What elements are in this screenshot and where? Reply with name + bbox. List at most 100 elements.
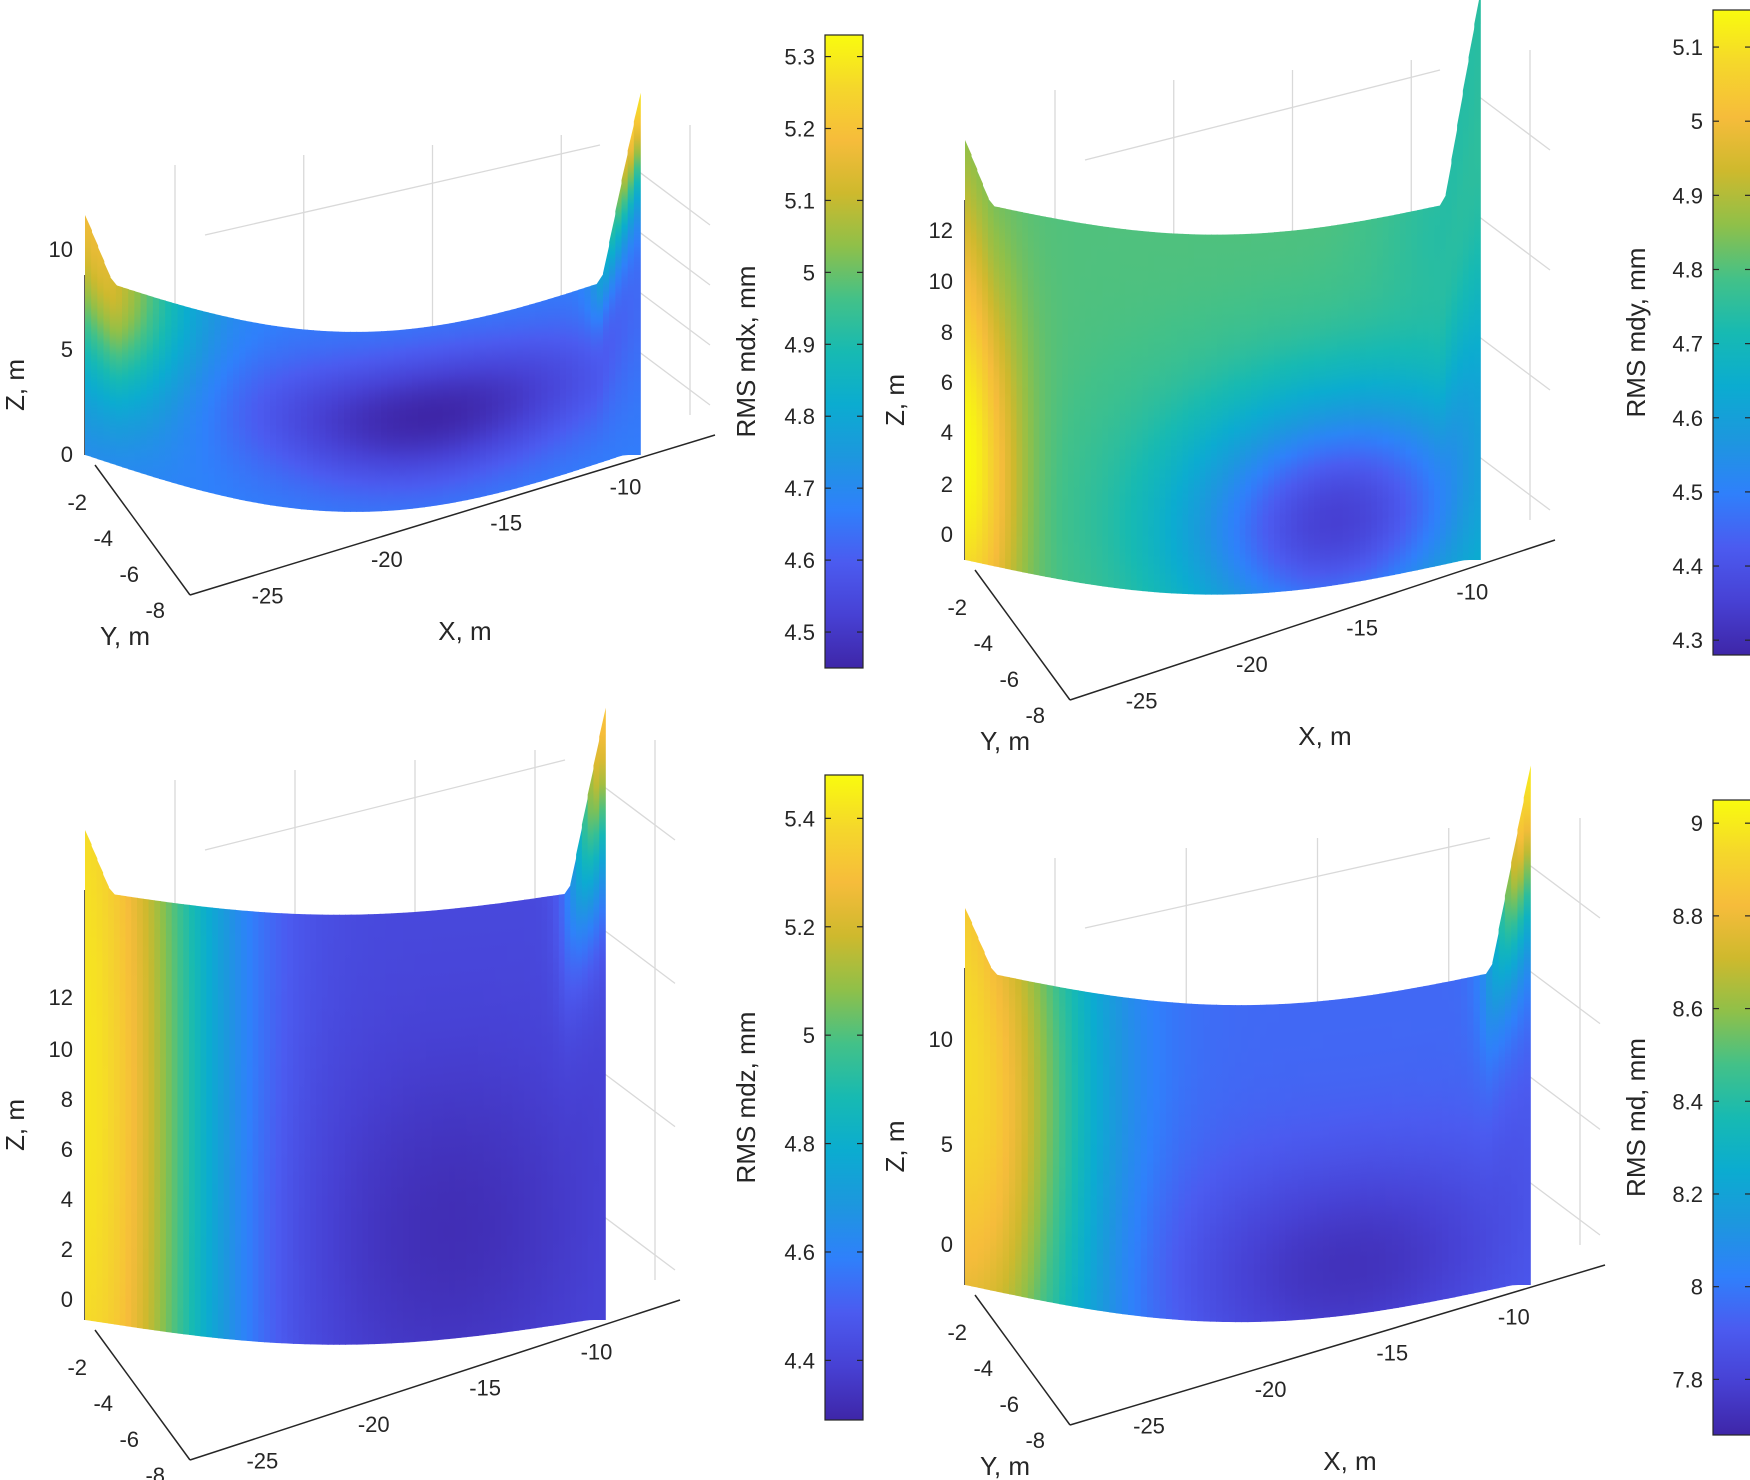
surface-strip [1278,1003,1286,1322]
surface-strip [1423,985,1431,1304]
surface-strip [1451,125,1458,563]
surface-strip [1511,829,1519,1286]
surface-strip [516,306,524,489]
x-tick-label: -20 [1255,1377,1287,1402]
x-tick-label: -20 [371,547,403,572]
surface-strip [1336,224,1344,585]
surface-strip [1178,1002,1186,1321]
y-tick-label: -6 [119,562,139,587]
surface-strip [1399,212,1407,574]
surface-strip [1109,995,1117,1314]
x-axis-label: X, m [438,616,491,646]
surface-strip [1285,230,1292,592]
surface-strip [128,289,136,472]
z-tick-label: 0 [941,522,953,547]
surface-strip [202,310,210,493]
surface-strip [570,854,577,1323]
surface-strip [983,952,991,1291]
surface-strip [1492,929,1500,1290]
surface-strip [1015,978,1023,1297]
surface-strip [1253,1004,1261,1322]
colorbar: 4.3 4.4 4.5 4.6 4.7 4.8 4.9 5 5.1 RMS mdy, mm [1621,9,1750,656]
surface-strip [529,303,536,485]
surface-strip [304,914,312,1345]
surface-strip [504,309,512,492]
surface-strip [142,898,150,1330]
surface-strip [183,305,191,488]
y-tick-label: -4 [93,1391,113,1416]
surface-strip [1296,229,1304,591]
surface-strip [381,330,388,512]
surface-strip [522,304,530,487]
surface-strip [405,328,413,510]
surface-strip [85,830,92,1321]
surface-strip [362,914,369,1345]
colorbar-tick-label: 5 [803,260,815,285]
surface-strip [300,329,308,510]
surface-strip [391,913,398,1344]
surface-strip [1462,57,1470,561]
surface-strip [1216,1004,1224,1322]
surface-strip [498,311,506,493]
surface-strip [125,896,133,1328]
surface-strip [584,285,592,468]
surface-strip [1128,997,1136,1316]
surface-strip [1205,234,1212,595]
z-axis-label: Z, m [0,359,30,411]
surface-strip [1171,233,1178,594]
z-tick-label: 0 [61,442,73,467]
y-tick-label: -8 [145,1463,165,1480]
y-tick-label: -2 [67,490,87,515]
colorbar-tick-label: 8.2 [1672,1182,1703,1207]
surface-strip [152,296,160,479]
surface-strip [239,319,247,501]
surface-strip [1062,219,1069,581]
y-tick-label: -8 [1025,703,1045,728]
surface-strip [1142,231,1149,592]
surface-strip [350,331,358,512]
surface-strip [1373,993,1381,1312]
surface-strip [154,900,161,1332]
surface-strip [1211,234,1218,595]
chart-panel-top-right: 0 2 4 6 8 10 12 -2-4-6-8 -25 -20 -15 -10 X, m Y, m Z, … [880,0,1750,756]
surface-strip [146,295,154,477]
chart-panel-bottom-right: 0 5 10 -2-4-6-8 -25 -20 -15 -10 X, m Y, m Z, m 7.8 8… [880,765,1750,1480]
surface-strip [1348,222,1355,584]
surface-strip [189,307,197,490]
surface-strip [1388,214,1395,576]
surface-strip [251,322,259,504]
x-tick-label: -15 [1346,616,1378,641]
surface-strip [1439,194,1447,566]
surface-strip [1474,0,1481,560]
surface-strip [356,914,364,1345]
surface-strip [134,291,142,474]
colorbar-tick-label: 5.1 [1672,35,1703,60]
surface-strip [1090,992,1098,1311]
surface-strip [1304,1002,1312,1320]
surface-strip [492,312,499,495]
surface-strip [229,909,237,1340]
surface-strip [999,207,1006,569]
z-tick-label: 0 [61,1287,73,1312]
surface-strip [385,913,393,1344]
z-tick-label: 6 [61,1137,73,1162]
z-tick-label: 0 [941,1232,953,1257]
surface-strip [472,905,479,1337]
surface-strip [627,121,635,455]
surface-strip [1359,220,1367,582]
surface-strip [293,913,300,1345]
surface-strip [578,287,586,470]
surface-strip [1027,213,1035,575]
surface-strip [1228,234,1235,595]
surface-strip [1193,234,1201,595]
surface-strip [1460,977,1469,1296]
surface-strip [581,794,589,1322]
surface-strip [1260,1004,1268,1322]
surface-strip [246,910,254,1342]
surface-strip [1084,991,1092,1310]
surface-strip [1322,1000,1330,1318]
surface-strip [535,301,543,484]
